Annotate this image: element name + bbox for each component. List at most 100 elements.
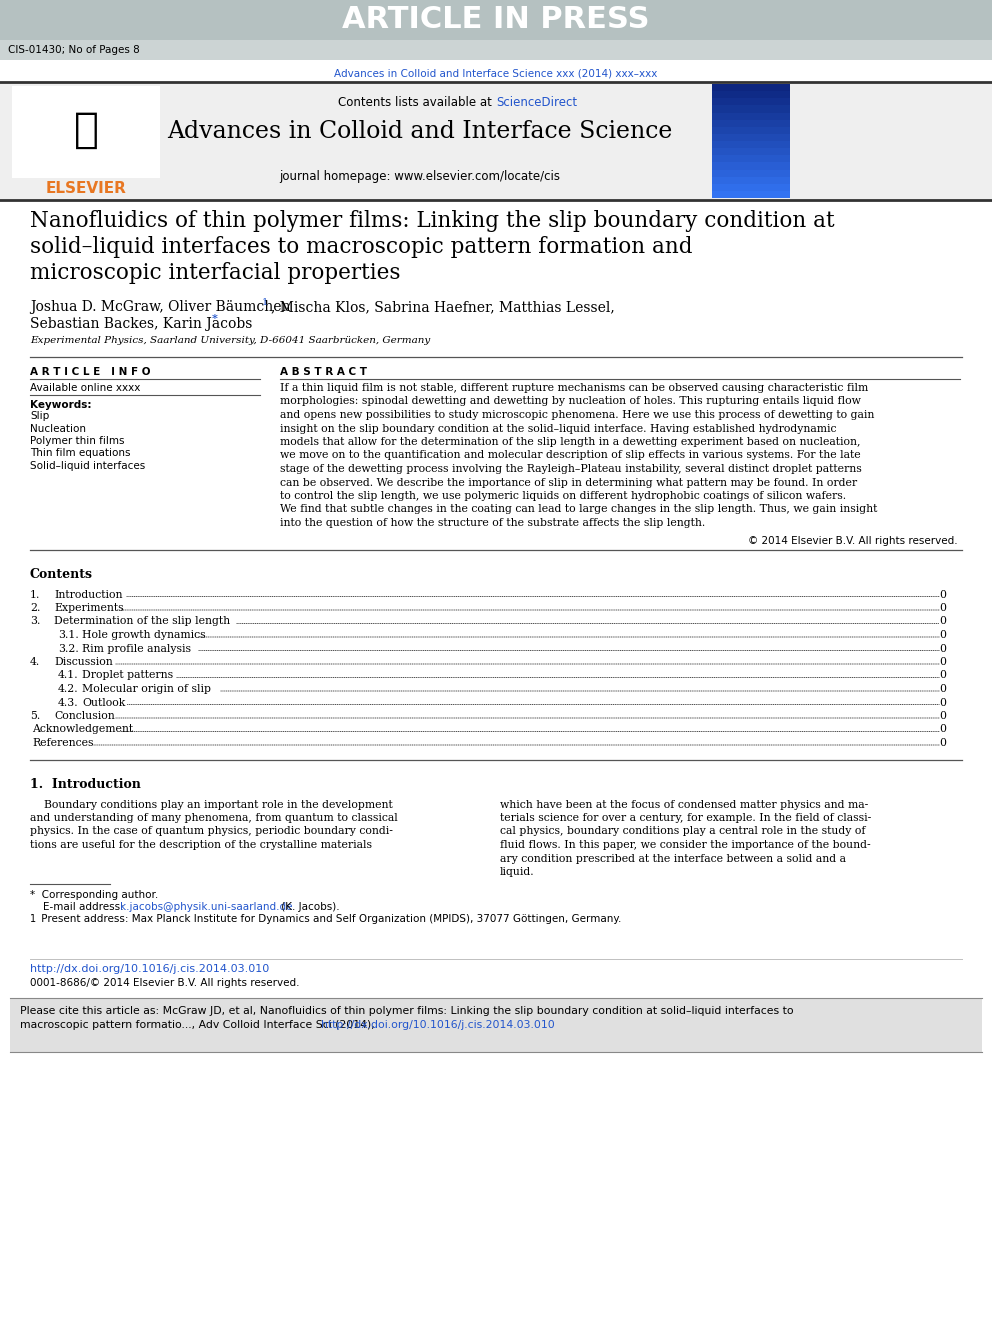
Text: 0: 0 bbox=[939, 671, 946, 680]
Text: 0: 0 bbox=[939, 710, 946, 721]
Text: 4.1.: 4.1. bbox=[58, 671, 78, 680]
Text: A R T I C L E   I N F O: A R T I C L E I N F O bbox=[30, 366, 151, 377]
Text: 1.: 1. bbox=[30, 590, 41, 599]
Text: 5.: 5. bbox=[30, 710, 41, 721]
Text: and understanding of many phenomena, from quantum to classical: and understanding of many phenomena, fro… bbox=[30, 814, 398, 823]
Text: which have been at the focus of condensed matter physics and ma-: which have been at the focus of condense… bbox=[500, 799, 868, 810]
Text: Polymer thin films: Polymer thin films bbox=[30, 437, 125, 446]
Text: insight on the slip boundary condition at the solid–liquid interface. Having est: insight on the slip boundary condition a… bbox=[280, 423, 836, 434]
Bar bbox=[712, 163, 790, 169]
Text: Outlook: Outlook bbox=[82, 697, 125, 708]
Bar bbox=[0, 0, 992, 40]
Text: stage of the dewetting process involving the Rayleigh–Plateau instability, sever: stage of the dewetting process involving… bbox=[280, 464, 862, 474]
Text: into the question of how the structure of the substrate affects the slip length.: into the question of how the structure o… bbox=[280, 519, 705, 528]
Text: A B S T R A C T: A B S T R A C T bbox=[280, 366, 367, 377]
Text: Rim profile analysis: Rim profile analysis bbox=[82, 643, 191, 654]
Bar bbox=[712, 155, 790, 163]
Text: Advances in Colloid and Interface Science xxx (2014) xxx–xxx: Advances in Colloid and Interface Scienc… bbox=[334, 67, 658, 78]
Text: (K. Jacobs).: (K. Jacobs). bbox=[278, 901, 339, 912]
Text: solid–liquid interfaces to macroscopic pattern formation and: solid–liquid interfaces to macroscopic p… bbox=[30, 235, 692, 258]
Text: © 2014 Elsevier B.V. All rights reserved.: © 2014 Elsevier B.V. All rights reserved… bbox=[748, 536, 958, 545]
Text: ary condition prescribed at the interface between a solid and a: ary condition prescribed at the interfac… bbox=[500, 853, 846, 864]
Bar bbox=[712, 106, 790, 112]
Text: *: * bbox=[212, 314, 218, 324]
Text: 0: 0 bbox=[939, 725, 946, 734]
Text: Droplet patterns: Droplet patterns bbox=[82, 671, 174, 680]
Text: 0: 0 bbox=[939, 617, 946, 627]
Text: http://dx.doi.org/10.1016/j.cis.2014.03.010: http://dx.doi.org/10.1016/j.cis.2014.03.… bbox=[30, 963, 269, 974]
Text: Nanofluidics of thin polymer films: Linking the slip boundary condition at: Nanofluidics of thin polymer films: Link… bbox=[30, 210, 834, 232]
Text: ELSEVIER: ELSEVIER bbox=[46, 181, 126, 196]
Text: 0001-8686/© 2014 Elsevier B.V. All rights reserved.: 0001-8686/© 2014 Elsevier B.V. All right… bbox=[30, 978, 300, 987]
Text: 1: 1 bbox=[30, 913, 36, 923]
Text: fluid flows. In this paper, we consider the importance of the bound-: fluid flows. In this paper, we consider … bbox=[500, 840, 871, 849]
Text: 4.3.: 4.3. bbox=[58, 697, 78, 708]
Text: Experiments: Experiments bbox=[54, 603, 124, 613]
Text: 3.2.: 3.2. bbox=[58, 643, 78, 654]
Text: liquid.: liquid. bbox=[500, 867, 535, 877]
Bar bbox=[712, 177, 790, 184]
Text: microscopic interfacial properties: microscopic interfacial properties bbox=[30, 262, 401, 284]
Text: Please cite this article as: McGraw JD, et al, Nanofluidics of thin polymer film: Please cite this article as: McGraw JD, … bbox=[20, 1005, 794, 1016]
Text: 4.2.: 4.2. bbox=[58, 684, 78, 695]
Text: Discussion: Discussion bbox=[54, 658, 113, 667]
Text: 4.: 4. bbox=[30, 658, 41, 667]
Text: http://dx.doi.org/10.1016/j.cis.2014.03.010: http://dx.doi.org/10.1016/j.cis.2014.03.… bbox=[321, 1020, 556, 1029]
Bar bbox=[712, 83, 790, 198]
Text: to control the slip length, we use polymeric liquids on different hydrophobic co: to control the slip length, we use polym… bbox=[280, 491, 846, 501]
Text: ARTICLE IN PRESS: ARTICLE IN PRESS bbox=[342, 5, 650, 34]
Text: k.jacobs@physik.uni-saarland.de: k.jacobs@physik.uni-saarland.de bbox=[120, 901, 293, 912]
Text: 0: 0 bbox=[939, 603, 946, 613]
Text: Nucleation: Nucleation bbox=[30, 423, 86, 434]
Text: Determination of the slip length: Determination of the slip length bbox=[54, 617, 230, 627]
Text: 0: 0 bbox=[939, 697, 946, 708]
Bar bbox=[712, 191, 790, 198]
Bar bbox=[712, 142, 790, 148]
Bar bbox=[712, 119, 790, 127]
Bar bbox=[0, 82, 992, 200]
Text: journal homepage: www.elsevier.com/locate/cis: journal homepage: www.elsevier.com/locat… bbox=[280, 169, 560, 183]
Bar bbox=[712, 98, 790, 106]
Text: 🌲: 🌲 bbox=[73, 108, 98, 151]
Text: Introduction: Introduction bbox=[54, 590, 122, 599]
Bar bbox=[10, 998, 982, 1052]
Text: Boundary conditions play an important role in the development: Boundary conditions play an important ro… bbox=[30, 799, 393, 810]
Text: and opens new possibilities to study microscopic phenomena. Here we use this pro: and opens new possibilities to study mic… bbox=[280, 410, 874, 419]
Bar bbox=[712, 184, 790, 191]
Text: 0: 0 bbox=[939, 658, 946, 667]
Text: E-mail address:: E-mail address: bbox=[30, 901, 127, 912]
Text: Slip: Slip bbox=[30, 411, 50, 421]
Text: 0: 0 bbox=[939, 684, 946, 695]
Text: 0: 0 bbox=[939, 643, 946, 654]
Text: morphologies: spinodal dewetting and dewetting by nucleation of holes. This rupt: morphologies: spinodal dewetting and dew… bbox=[280, 397, 861, 406]
Bar bbox=[712, 83, 790, 91]
Text: References: References bbox=[32, 738, 93, 747]
Text: Molecular origin of slip: Molecular origin of slip bbox=[82, 684, 211, 695]
Text: 0: 0 bbox=[939, 590, 946, 599]
Text: 0: 0 bbox=[939, 738, 946, 747]
Bar bbox=[712, 91, 790, 98]
Text: Thin film equations: Thin film equations bbox=[30, 448, 131, 459]
Text: we move on to the quantification and molecular description of slip effects in va: we move on to the quantification and mol… bbox=[280, 451, 861, 460]
Text: CIS-01430; No of Pages 8: CIS-01430; No of Pages 8 bbox=[8, 45, 140, 56]
Text: macroscopic pattern formatio..., Adv Colloid Interface Sci (2014),: macroscopic pattern formatio..., Adv Col… bbox=[20, 1020, 378, 1029]
Text: If a thin liquid film is not stable, different rupture mechanisms can be observe: If a thin liquid film is not stable, dif… bbox=[280, 382, 868, 393]
Text: Available online xxxx: Available online xxxx bbox=[30, 382, 141, 393]
Text: Conclusion: Conclusion bbox=[54, 710, 115, 721]
Text: tions are useful for the description of the crystalline materials: tions are useful for the description of … bbox=[30, 840, 372, 849]
Text: Keywords:: Keywords: bbox=[30, 400, 91, 410]
Bar bbox=[712, 169, 790, 177]
Text: Joshua D. McGraw, Oliver Bäumchen: Joshua D. McGraw, Oliver Bäumchen bbox=[30, 300, 291, 314]
Text: 0: 0 bbox=[939, 630, 946, 640]
Text: Acknowledgement: Acknowledgement bbox=[32, 725, 133, 734]
Bar bbox=[0, 40, 992, 60]
Text: Present address: Max Planck Institute for Dynamics and Self Organization (MPIDS): Present address: Max Planck Institute fo… bbox=[38, 913, 621, 923]
Text: terials science for over a century, for example. In the field of classi-: terials science for over a century, for … bbox=[500, 814, 871, 823]
Text: 3.: 3. bbox=[30, 617, 41, 627]
Text: Solid–liquid interfaces: Solid–liquid interfaces bbox=[30, 460, 145, 471]
Text: Advances in Colloid and Interface Science: Advances in Colloid and Interface Scienc… bbox=[168, 120, 673, 143]
Text: We find that subtle changes in the coating can lead to large changes in the slip: We find that subtle changes in the coati… bbox=[280, 504, 877, 515]
Text: *  Corresponding author.: * Corresponding author. bbox=[30, 889, 159, 900]
Text: Experimental Physics, Saarland University, D-66041 Saarbrücken, Germany: Experimental Physics, Saarland Universit… bbox=[30, 336, 431, 345]
Bar bbox=[712, 134, 790, 142]
